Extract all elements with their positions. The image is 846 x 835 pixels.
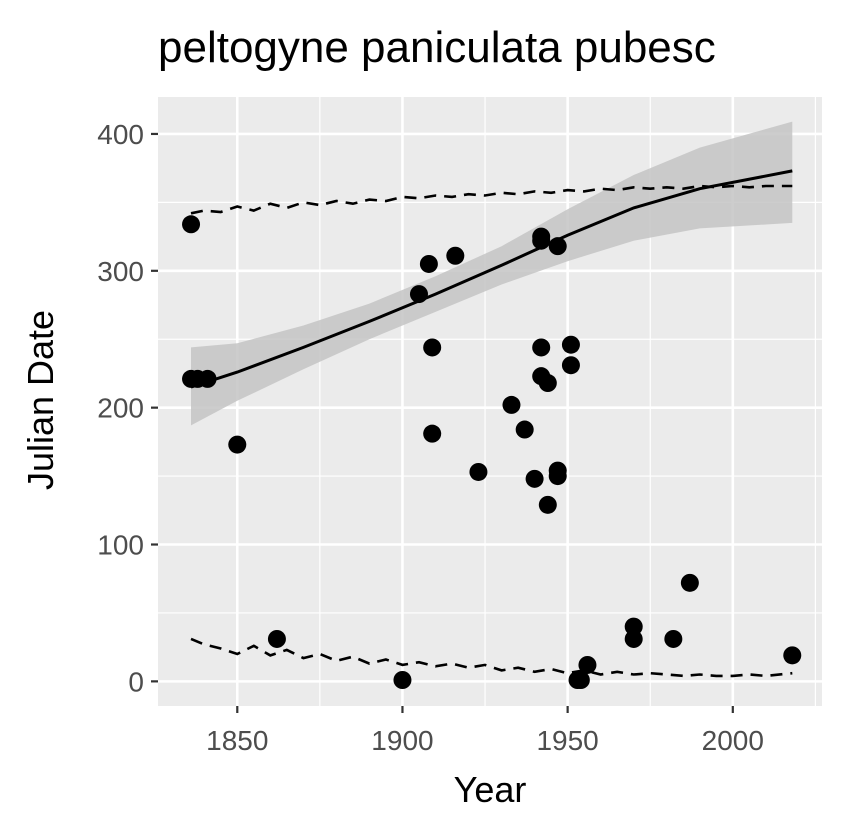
data-point <box>419 254 438 273</box>
x-tick-label: 1900 <box>371 725 433 756</box>
upper-dashed-line <box>190 184 793 215</box>
y-tick-label: 200 <box>97 393 144 424</box>
data-point <box>548 237 567 256</box>
lower-dashed-line <box>190 637 793 678</box>
data-point <box>228 435 247 454</box>
data-point <box>446 246 465 265</box>
data-point <box>578 655 597 674</box>
data-point <box>198 369 217 388</box>
data-point <box>680 573 699 592</box>
data-point <box>532 338 551 357</box>
data-point <box>538 495 557 514</box>
y-tick-label: 0 <box>128 666 144 697</box>
y-tick-label: 100 <box>97 530 144 561</box>
data-point <box>532 231 551 250</box>
y-tick-label: 400 <box>97 119 144 150</box>
x-tick-label: 2000 <box>702 725 764 756</box>
y-axis-ticks: 0 100 200 300 400 <box>97 119 158 697</box>
data-point <box>561 356 580 375</box>
x-axis-ticks: 1850 1900 1950 2000 <box>206 706 764 756</box>
x-tick-label: 1850 <box>206 725 268 756</box>
data-point <box>548 467 567 486</box>
data-point <box>538 374 557 393</box>
x-axis-title: Year <box>454 769 527 810</box>
data-point <box>783 646 802 665</box>
major-gridlines <box>158 97 822 706</box>
chart-title: peltogyne paniculata pubesc <box>158 23 716 72</box>
data-point <box>664 629 683 648</box>
data-point <box>502 395 521 414</box>
data-point <box>624 617 643 636</box>
y-axis-title: Julian Date <box>20 310 61 490</box>
data-point <box>182 215 201 234</box>
data-point <box>624 629 643 648</box>
y-tick-label: 300 <box>97 256 144 287</box>
data-point <box>423 338 442 357</box>
confidence-ribbon <box>191 121 793 426</box>
data-point <box>561 335 580 354</box>
data-point <box>423 424 442 443</box>
data-point <box>267 629 286 648</box>
data-point <box>469 462 488 481</box>
data-point <box>571 670 590 689</box>
data-point <box>515 420 534 439</box>
data-point <box>525 469 544 488</box>
trend-line <box>190 169 793 389</box>
x-tick-label: 1950 <box>536 725 598 756</box>
data-point <box>409 285 428 304</box>
data-points <box>182 215 802 689</box>
data-point <box>393 670 412 689</box>
